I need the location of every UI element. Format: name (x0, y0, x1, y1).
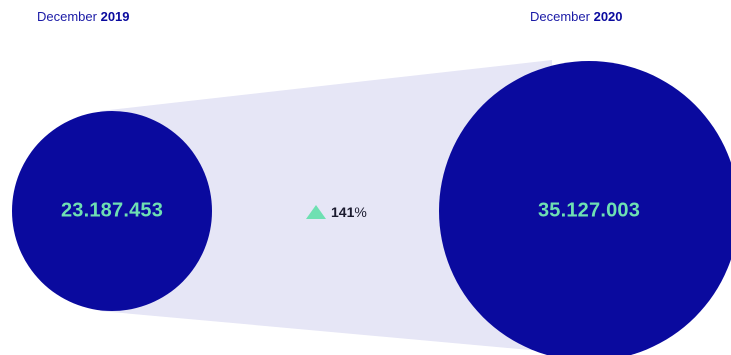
growth-value: 141 (331, 204, 355, 220)
triangle-up-icon (306, 205, 326, 219)
growth-indicator: 141% (306, 201, 367, 223)
period-label-2019: December 2019 (37, 9, 130, 24)
value-2020: 35.127.003 (537, 199, 641, 222)
period-year-2020: 2020 (593, 9, 623, 24)
value-2019: 23.187.453 (60, 199, 164, 222)
growth-text: 141% (331, 204, 367, 220)
period-prefix-2020: December (530, 9, 590, 24)
period-year-2019: 2019 (100, 9, 130, 24)
growth-unit: % (354, 204, 367, 220)
connector-band (100, 60, 552, 352)
period-label-2020: December 2020 (530, 9, 623, 24)
circle-2019 (12, 111, 212, 311)
period-prefix-2019: December (37, 9, 97, 24)
circle-2020 (439, 61, 731, 355)
